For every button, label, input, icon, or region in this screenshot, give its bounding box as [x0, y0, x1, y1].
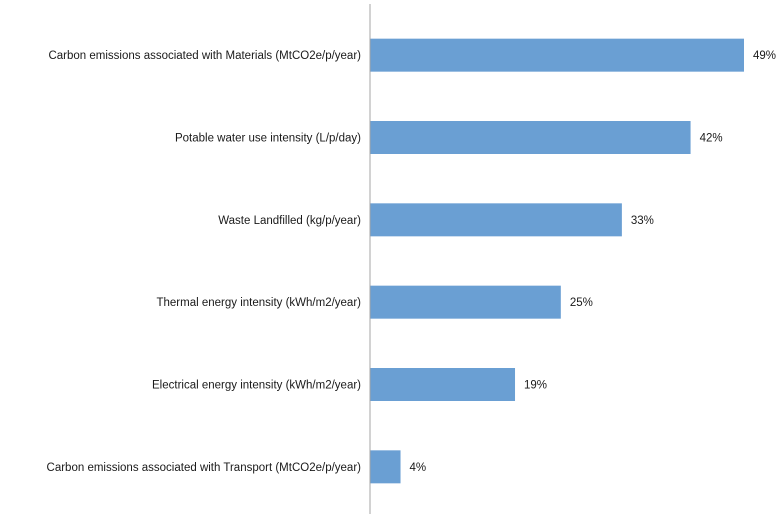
category-label-2: Waste Landfilled (kg/p/year) — [218, 215, 361, 227]
category-label-5: Carbon emissions associated with Transpo… — [47, 462, 362, 474]
bar-5 — [370, 450, 401, 484]
bar-2 — [370, 203, 622, 237]
category-label-0: Carbon emissions associated with Materia… — [48, 50, 361, 62]
value-label-3: 25% — [570, 297, 593, 309]
bar-0 — [370, 38, 744, 72]
category-label-4: Electrical energy intensity (kWh/m2/year… — [152, 380, 361, 392]
bar-3 — [370, 285, 561, 319]
category-labels-group: Carbon emissions associated with Materia… — [47, 50, 362, 474]
bar-1 — [370, 121, 691, 154]
bars-group — [370, 38, 744, 484]
bar-4 — [370, 368, 516, 401]
value-label-4: 19% — [524, 380, 547, 392]
value-labels-group: 49% 42% 33% 25% 19% 4% — [410, 50, 777, 474]
category-label-3: Thermal energy intensity (kWh/m2/year) — [156, 297, 361, 309]
value-label-1: 42% — [700, 133, 723, 145]
value-label-0: 49% — [753, 50, 776, 62]
value-label-5: 4% — [410, 462, 427, 474]
category-label-1: Potable water use intensity (L/p/day) — [175, 133, 361, 145]
value-label-2: 33% — [631, 215, 654, 227]
